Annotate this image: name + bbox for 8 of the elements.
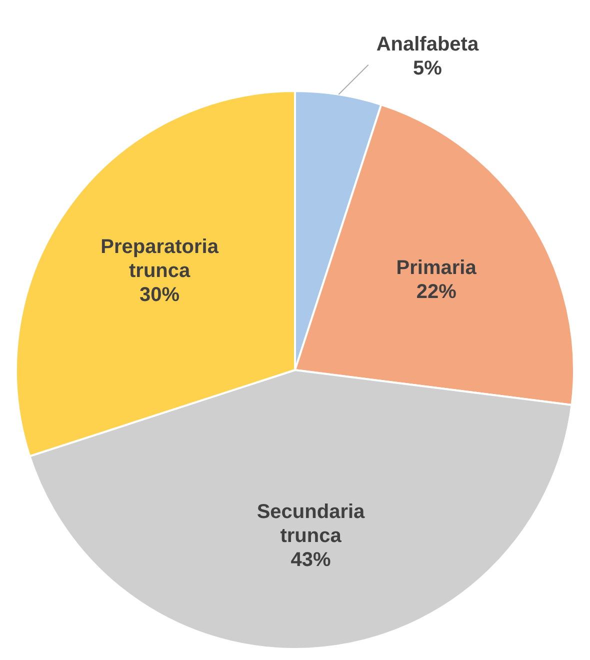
slice-label: Primaria [396,256,478,279]
data-label: 43% [290,549,331,572]
slice-label: Secundaria trunca [256,501,366,548]
slice-label: Preparatoria trunca [100,236,220,282]
data-label: 5% [413,57,442,80]
slice-label: Analfabeta [376,33,480,56]
data-label: 30% [140,284,180,306]
data-label: 22% [416,280,457,303]
